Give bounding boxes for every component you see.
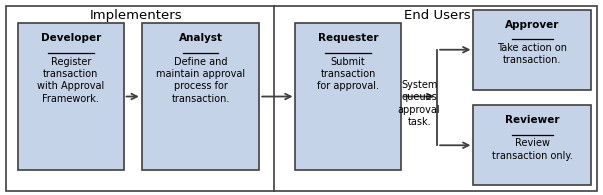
- FancyBboxPatch shape: [473, 10, 591, 90]
- Text: Define and
maintain approval
process for
transaction.: Define and maintain approval process for…: [156, 57, 245, 104]
- FancyBboxPatch shape: [295, 23, 401, 170]
- FancyBboxPatch shape: [18, 23, 124, 170]
- Text: End Users: End Users: [404, 9, 470, 22]
- Text: Developer: Developer: [41, 33, 101, 43]
- Text: Requester: Requester: [318, 33, 379, 43]
- Text: Analyst: Analyst: [178, 33, 223, 43]
- Text: Approver: Approver: [505, 20, 560, 29]
- FancyBboxPatch shape: [473, 105, 591, 185]
- Text: Take action on
transaction.: Take action on transaction.: [497, 43, 567, 65]
- Text: Reviewer: Reviewer: [505, 115, 560, 125]
- FancyBboxPatch shape: [142, 23, 259, 170]
- Text: Register
transaction
with Approval
Framework.: Register transaction with Approval Frame…: [37, 57, 104, 104]
- Text: Implementers: Implementers: [89, 9, 182, 22]
- Text: Submit
transaction
for approval.: Submit transaction for approval.: [317, 57, 379, 91]
- Text: Review
transaction only.: Review transaction only.: [492, 138, 572, 161]
- Text: System
queues
approval
task.: System queues approval task.: [398, 80, 440, 127]
